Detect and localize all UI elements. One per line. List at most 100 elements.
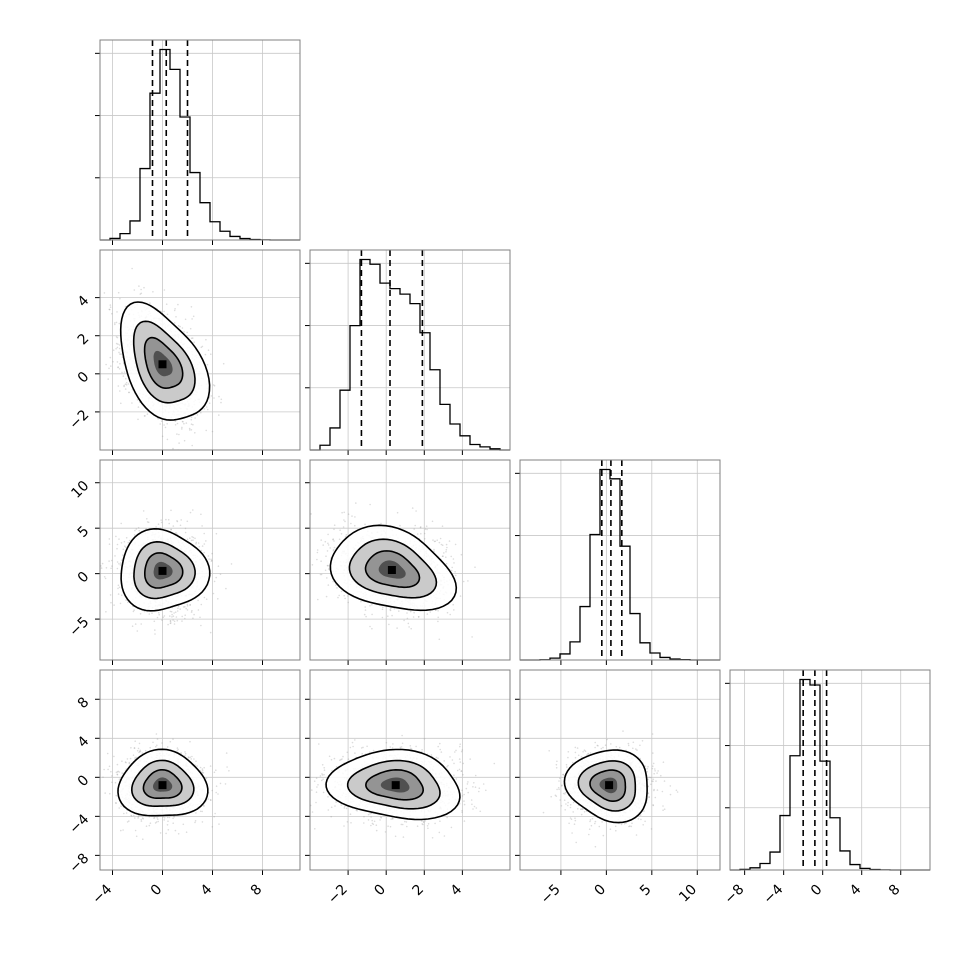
sample-point xyxy=(125,599,127,601)
sample-point xyxy=(408,623,410,625)
sample-point xyxy=(463,581,465,583)
sample-point xyxy=(192,509,194,511)
sample-point xyxy=(413,528,415,530)
sample-point xyxy=(329,547,331,549)
sample-point xyxy=(191,445,193,447)
sample-point xyxy=(446,547,448,549)
density-peak-bin xyxy=(388,566,396,574)
sample-point xyxy=(322,544,324,546)
sample-point xyxy=(134,530,136,532)
sample-point xyxy=(205,354,207,356)
sample-point xyxy=(110,365,112,367)
sample-point xyxy=(169,615,171,617)
sample-point xyxy=(172,619,174,621)
y-tick-label: 5 xyxy=(75,523,93,541)
sample-point xyxy=(183,606,185,608)
sample-point xyxy=(120,603,122,605)
sample-point xyxy=(158,612,160,614)
sample-point xyxy=(449,540,451,542)
sample-point xyxy=(210,559,212,561)
sample-point xyxy=(158,523,160,525)
sample-point xyxy=(110,568,112,570)
sample-point xyxy=(343,595,345,597)
sample-point xyxy=(446,544,448,546)
sample-point xyxy=(397,512,399,514)
sample-point xyxy=(407,618,409,620)
sample-point xyxy=(121,559,123,561)
sample-point xyxy=(124,545,126,547)
sample-point xyxy=(189,429,191,431)
sample-point xyxy=(177,749,179,751)
sample-point xyxy=(334,524,336,526)
sample-point xyxy=(439,639,441,641)
sample-point xyxy=(341,591,343,593)
sample-point xyxy=(429,611,431,613)
sample-point xyxy=(189,604,191,606)
y-tick-label: −2 xyxy=(66,407,92,433)
sample-point xyxy=(327,534,329,536)
histogram-panel-0 xyxy=(95,40,300,245)
sample-point xyxy=(437,617,439,619)
sample-point xyxy=(205,540,207,542)
sample-point xyxy=(169,817,171,819)
sample-point xyxy=(177,423,179,425)
sample-point xyxy=(364,606,366,608)
sample-point xyxy=(335,584,337,586)
sample-point xyxy=(200,514,202,516)
x-tick-label: 8 xyxy=(248,882,266,900)
sample-point xyxy=(435,541,437,543)
sample-point xyxy=(410,611,412,613)
sample-point xyxy=(406,612,408,614)
sample-point xyxy=(191,306,193,308)
sample-point xyxy=(160,519,162,521)
sample-point xyxy=(455,575,457,577)
sample-point xyxy=(208,555,210,557)
sample-point xyxy=(129,540,131,542)
sample-point xyxy=(174,623,176,625)
y-tick-label: 0 xyxy=(75,569,93,587)
sample-point xyxy=(390,608,392,610)
sample-point xyxy=(138,406,140,408)
sample-point xyxy=(91,589,93,591)
sample-point xyxy=(189,428,191,430)
sample-point xyxy=(364,614,366,616)
sample-point xyxy=(137,419,139,421)
sample-point xyxy=(317,552,319,554)
sample-point xyxy=(116,548,118,550)
sample-point xyxy=(453,562,455,564)
sample-point xyxy=(115,536,117,538)
sample-point xyxy=(141,293,143,295)
sample-point xyxy=(426,529,428,531)
sample-point xyxy=(143,287,145,289)
sample-point xyxy=(149,302,151,304)
sample-point xyxy=(177,620,179,622)
sample-point xyxy=(207,364,209,366)
sample-point xyxy=(414,525,416,527)
sample-point xyxy=(111,313,113,315)
sample-point xyxy=(391,615,393,617)
sample-point xyxy=(350,523,352,525)
sample-point xyxy=(193,316,195,318)
sample-point xyxy=(115,348,117,350)
y-tick-label: 2 xyxy=(75,331,93,349)
sample-point xyxy=(165,519,167,521)
sample-point xyxy=(125,388,127,390)
sample-point xyxy=(171,614,173,616)
sample-point xyxy=(185,319,187,321)
sample-point xyxy=(453,558,455,560)
sample-point xyxy=(167,624,169,626)
sample-point xyxy=(104,576,106,578)
sample-point xyxy=(451,567,453,569)
sample-point xyxy=(327,550,329,552)
sample-point xyxy=(201,604,203,606)
sample-point xyxy=(196,542,198,544)
sample-point xyxy=(117,588,119,590)
sample-point xyxy=(337,597,339,599)
sample-point xyxy=(121,594,123,596)
sample-point xyxy=(168,519,170,521)
sample-point xyxy=(159,423,161,425)
sample-point xyxy=(154,633,156,635)
x-tick-label: −4 xyxy=(89,881,115,907)
sample-point xyxy=(343,519,345,521)
sample-point xyxy=(181,620,183,622)
